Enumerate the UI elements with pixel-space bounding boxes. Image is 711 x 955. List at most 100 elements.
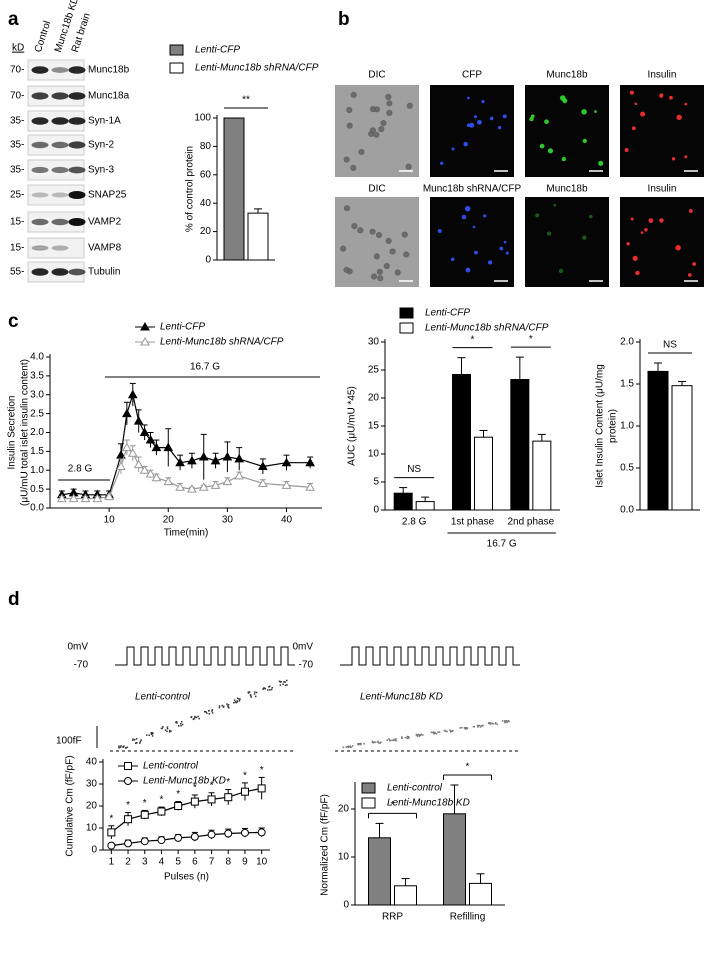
cm-sample xyxy=(400,736,403,738)
legend-marker xyxy=(140,336,150,346)
x-tick-label: 1st phase xyxy=(451,517,495,528)
cm-sample xyxy=(380,741,382,743)
cm-sample xyxy=(267,689,269,691)
cm-sample xyxy=(444,730,446,732)
blot-band xyxy=(51,117,69,125)
x-tick-label: 8 xyxy=(225,857,231,868)
cm-sample xyxy=(278,680,281,683)
cm-sample xyxy=(175,721,178,723)
cm-sample xyxy=(406,737,409,740)
cell xyxy=(380,119,387,127)
annotation: * xyxy=(143,798,147,809)
kd-marker: 70- xyxy=(10,91,24,102)
legend-label: Lenti-Munc18b shRNA/CFP xyxy=(195,63,319,74)
cm-sample xyxy=(227,704,229,707)
cm-sample xyxy=(357,743,359,746)
cm-sample xyxy=(375,741,377,743)
cm-sample xyxy=(211,710,213,712)
marker xyxy=(198,452,209,461)
annotation: * xyxy=(471,334,475,345)
cm-sample xyxy=(386,739,388,741)
cm-sample xyxy=(262,688,264,690)
cm-sample xyxy=(408,737,410,739)
legend-marker xyxy=(140,321,150,331)
cm-sample xyxy=(482,724,484,727)
cm-sample xyxy=(269,685,271,688)
cell xyxy=(692,262,697,266)
cell xyxy=(539,143,545,149)
cm-sample xyxy=(170,730,172,732)
cell xyxy=(529,116,534,122)
cm-sample xyxy=(401,737,403,739)
y-tick-label: 0 xyxy=(91,845,97,856)
cm-sample xyxy=(168,729,171,732)
voltage-label: -70 xyxy=(74,660,89,671)
cell xyxy=(648,218,654,224)
cell xyxy=(598,160,604,166)
cell xyxy=(562,98,568,104)
voltage-label: -70 xyxy=(299,660,314,671)
cm-sample xyxy=(434,732,436,734)
cm-sample xyxy=(391,739,393,742)
marker xyxy=(187,455,197,465)
cell xyxy=(377,275,384,282)
bar xyxy=(368,837,391,906)
annotation: 2.8 G xyxy=(68,464,93,475)
cell xyxy=(659,218,664,223)
x-tick-label: 5 xyxy=(175,857,181,868)
blot-band xyxy=(68,268,86,276)
cm-sample xyxy=(132,739,134,741)
marker xyxy=(258,478,268,487)
cm-sample xyxy=(239,698,241,700)
cm-sample xyxy=(234,701,237,703)
y-tick-label: 25 xyxy=(368,365,380,376)
cell xyxy=(546,231,552,236)
protein-name: Syn-2 xyxy=(88,140,115,151)
cm-sample xyxy=(346,745,349,748)
cell xyxy=(544,119,549,125)
x-tick-label: Refilling xyxy=(450,912,486,923)
cell xyxy=(659,94,663,98)
marker xyxy=(139,465,150,474)
cm-sample xyxy=(406,735,409,738)
y-tick-label: 30 xyxy=(86,779,98,790)
cm-sample xyxy=(151,735,154,737)
marker xyxy=(224,829,233,838)
cm-sample xyxy=(359,742,362,745)
cell xyxy=(634,102,638,106)
kd-marker: 35- xyxy=(10,116,24,127)
legend-label: Lenti-Munc18b shRNA/CFP xyxy=(425,323,549,334)
cm-sample xyxy=(250,696,252,698)
cm-sample xyxy=(198,717,200,720)
marker xyxy=(151,442,162,452)
panel-letter: c xyxy=(8,311,19,332)
cm-sample xyxy=(433,731,435,733)
cm-sample xyxy=(236,697,239,700)
y-tick-label: 15 xyxy=(368,421,380,432)
blot-band xyxy=(68,66,86,74)
x-tick-label: 40 xyxy=(281,515,293,526)
cell xyxy=(358,148,365,156)
marker xyxy=(107,841,116,850)
cm-sample xyxy=(357,743,360,745)
marker xyxy=(80,493,91,503)
cell xyxy=(483,214,487,218)
cell xyxy=(624,148,629,152)
marker xyxy=(127,389,138,399)
blot-band xyxy=(51,92,69,100)
cm-sample xyxy=(255,691,258,694)
cm-sample xyxy=(342,746,344,749)
y-axis-label: % of control protein xyxy=(185,146,196,232)
cm-sample xyxy=(211,709,214,711)
blot-band xyxy=(31,141,49,149)
cell xyxy=(669,95,673,100)
cell xyxy=(582,235,587,240)
protein-name: Tubulin xyxy=(88,267,120,278)
annotation: * xyxy=(391,800,395,811)
blot-band xyxy=(68,141,86,149)
y-tick-label: 4.0 xyxy=(30,352,44,363)
marker xyxy=(116,450,126,459)
cm-sample xyxy=(148,734,150,737)
micrograph xyxy=(430,85,514,177)
cell xyxy=(357,227,364,234)
